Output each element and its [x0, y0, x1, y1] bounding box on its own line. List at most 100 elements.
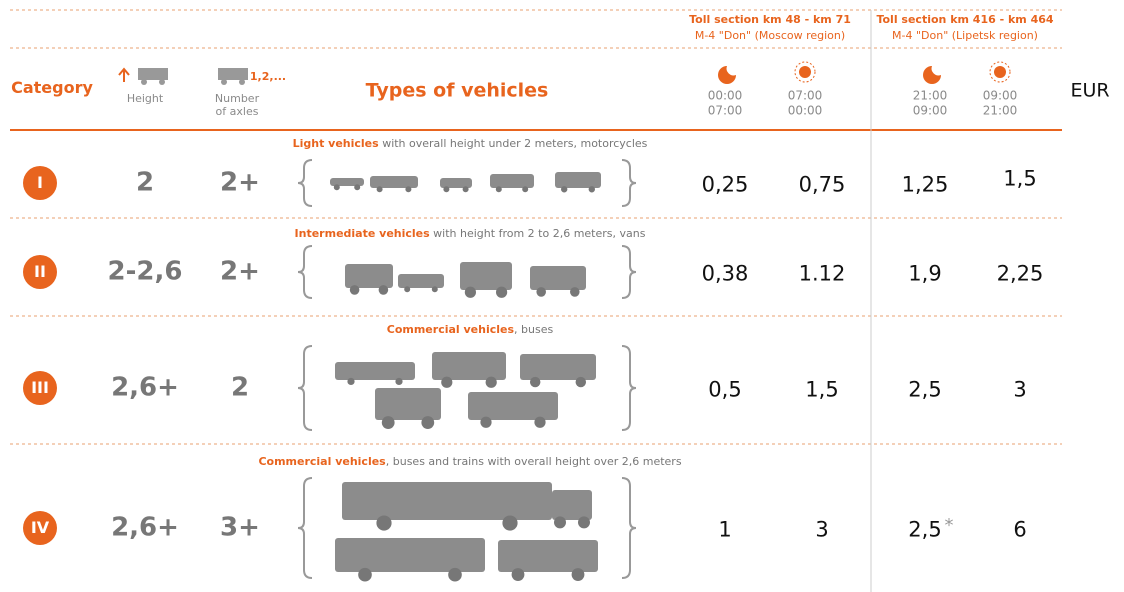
page: Toll section km 48 - km 71M-4 "Don" (Mos…	[0, 0, 1124, 592]
section-title: Toll section km 48 - km 71	[689, 14, 851, 26]
row-description: Commercial vehicles, buses and trains wi…	[258, 456, 681, 468]
wheel	[512, 568, 525, 581]
row-description: Light vehicles with overall height under…	[293, 138, 648, 150]
wheel	[530, 377, 540, 387]
height: 2,6+	[111, 514, 179, 543]
wheel	[350, 285, 360, 295]
price: 1,5	[1003, 167, 1036, 190]
price: 0,5	[708, 378, 741, 401]
section-subtitle: M-4 "Don" (Lipetsk region)	[892, 30, 1038, 42]
wheel	[347, 378, 354, 385]
wheel	[496, 287, 507, 298]
wheel	[463, 186, 469, 192]
wheel	[221, 79, 227, 85]
vehicle-icon	[552, 490, 592, 520]
wheel	[377, 186, 383, 192]
wheel	[554, 516, 566, 528]
wheel	[441, 377, 452, 388]
price: 1.12	[799, 262, 846, 285]
column-header: Number	[215, 93, 259, 105]
brace	[298, 346, 312, 430]
currency: EUR	[1070, 81, 1109, 102]
axles-icon-label: 1,2,...	[250, 71, 286, 83]
brace	[622, 160, 636, 206]
axles: 3+	[220, 514, 260, 543]
wheel	[576, 377, 586, 387]
category-numeral: III	[31, 379, 49, 397]
brace	[622, 346, 636, 430]
wheel	[480, 417, 491, 428]
wheel	[404, 286, 410, 292]
price: 1	[718, 518, 731, 541]
price: 3	[1013, 378, 1026, 401]
time-from: 09:00	[983, 89, 1018, 102]
height-icon	[119, 69, 129, 82]
price: 2,5	[908, 378, 941, 401]
vehicle-icon	[398, 274, 444, 288]
wheel	[358, 568, 372, 582]
wheel	[395, 378, 402, 385]
vehicle-icon	[468, 392, 558, 420]
wheel	[536, 287, 546, 297]
category-numeral: IV	[31, 519, 49, 537]
wheel	[141, 79, 147, 85]
time-from: 00:00	[708, 89, 743, 102]
axles: 2+	[220, 169, 260, 198]
sun-icon	[994, 66, 1006, 78]
vehicle-icon	[375, 388, 441, 420]
vehicle-class: Commercial vehicles	[387, 323, 514, 336]
brace	[622, 246, 636, 298]
wheel	[522, 186, 528, 192]
wheel	[379, 285, 389, 295]
row-description: Commercial vehicles, buses	[387, 324, 553, 336]
vehicle-icon	[498, 540, 598, 572]
brace	[298, 478, 312, 578]
price: 0,75	[799, 173, 846, 196]
wheel	[354, 184, 360, 190]
wheel	[589, 186, 595, 192]
wheel	[496, 186, 502, 192]
time-from: 07:00	[788, 89, 823, 102]
vehicle-icon	[432, 352, 506, 380]
price: 2,5	[908, 518, 941, 541]
wheel	[486, 377, 497, 388]
wheel	[376, 515, 391, 530]
time-to: 21:00	[983, 104, 1018, 117]
vehicle-icon	[335, 362, 415, 380]
wheel	[448, 568, 462, 582]
vehicle-icon	[520, 354, 596, 380]
vehicle-class: Commercial vehicles	[258, 455, 385, 468]
time-to: 07:00	[708, 104, 743, 117]
time-to: 09:00	[913, 104, 948, 117]
wheel	[334, 184, 340, 190]
wheel	[570, 287, 580, 297]
height: 2-2,6	[108, 258, 183, 287]
vehicle-description: with overall height under 2 meters, moto…	[379, 137, 648, 150]
category-numeral: II	[34, 263, 46, 281]
price: 0,38	[702, 262, 749, 285]
wheel	[561, 186, 567, 192]
wheel	[382, 416, 395, 429]
truck-icon	[218, 68, 248, 80]
wheel	[465, 287, 476, 298]
column-header: Types of vehicles	[366, 81, 549, 102]
wheel	[239, 79, 245, 85]
wheel	[578, 516, 590, 528]
vehicle-class: Light vehicles	[293, 137, 379, 150]
wheel	[572, 568, 585, 581]
moon-icon	[718, 66, 736, 84]
column-header: Height	[127, 93, 163, 105]
section-title: Toll section km 416 - km 464	[876, 14, 1053, 26]
axles: 2	[231, 374, 249, 403]
column-header: Category	[11, 79, 93, 97]
price-note: *	[945, 516, 954, 536]
price: 1,5	[805, 378, 838, 401]
wheel	[432, 286, 438, 292]
price: 6	[1013, 518, 1026, 541]
brace	[298, 246, 312, 298]
vehicle-icon	[370, 176, 418, 188]
wheel	[405, 186, 411, 192]
vehicle-description: , buses	[514, 323, 553, 336]
price: 3	[815, 518, 828, 541]
height: 2	[136, 169, 154, 198]
